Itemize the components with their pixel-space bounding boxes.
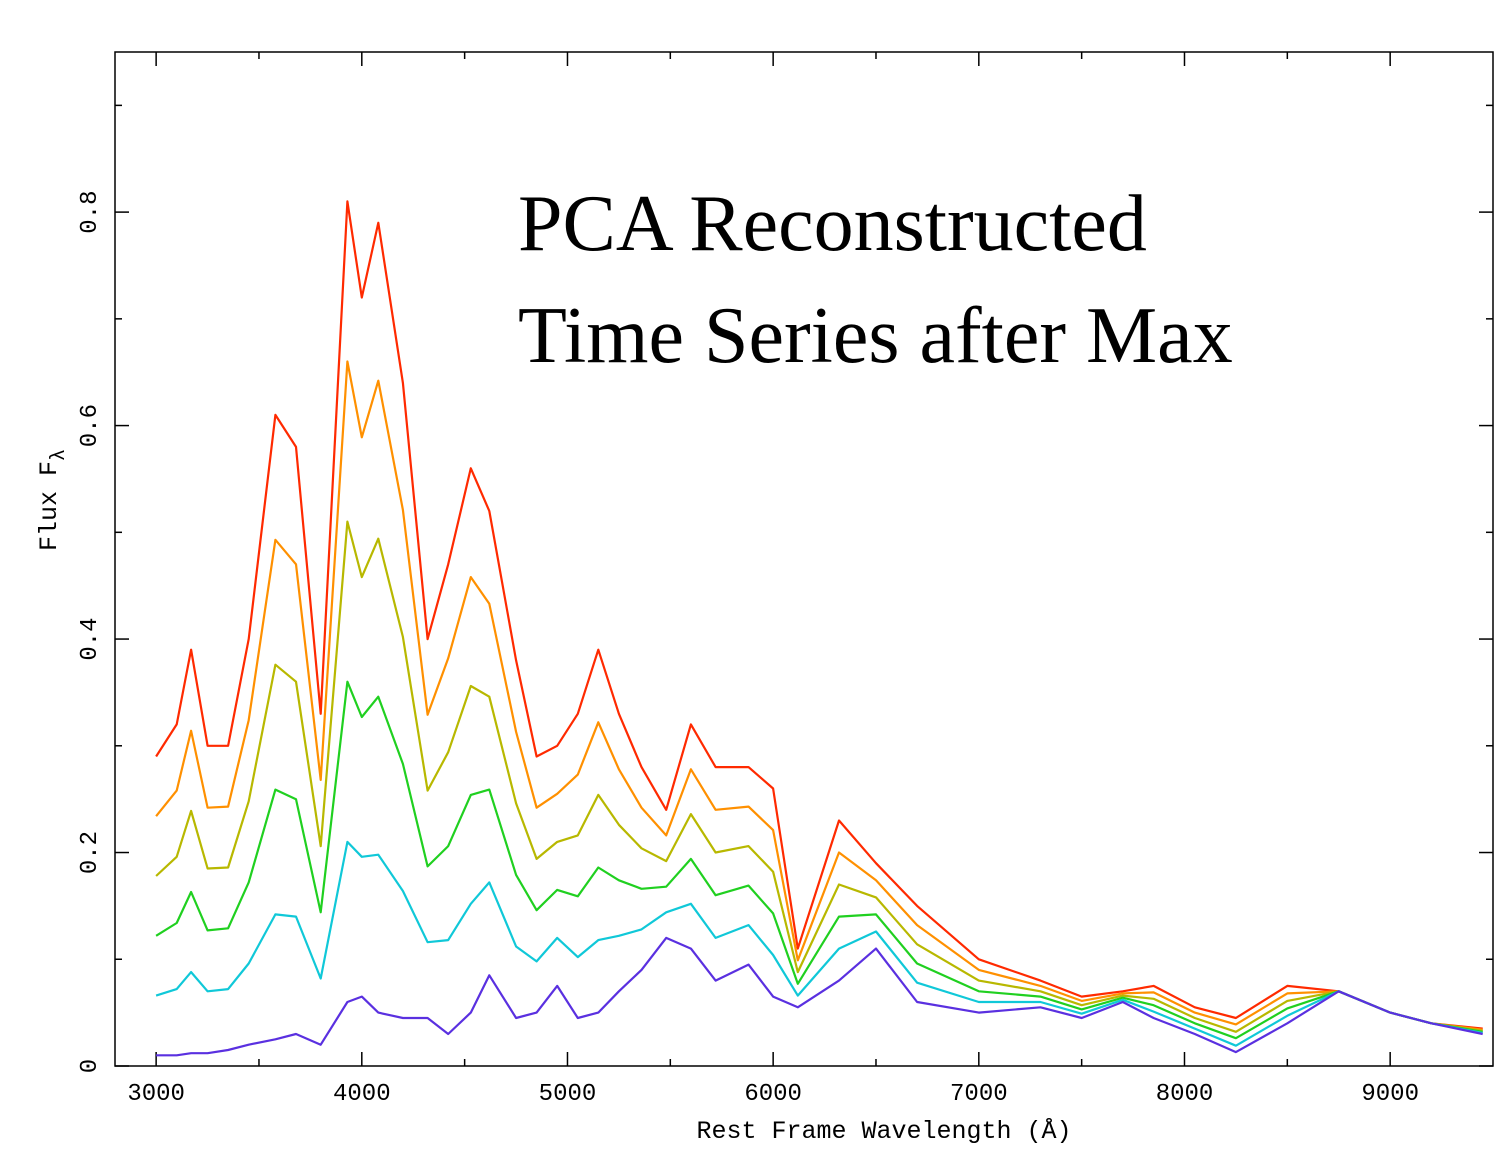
annotation: Time Series after Max — [518, 292, 1233, 380]
series-line — [155, 840, 1483, 1047]
x-tick-label: 6000 — [744, 1081, 802, 1108]
series-line — [156, 936, 1483, 1057]
x-tick-label: 3000 — [127, 1081, 185, 1108]
series-line — [155, 200, 1483, 1030]
x-tick-label: 8000 — [1156, 1081, 1214, 1108]
plot-frame — [114, 51, 1494, 1067]
y-axis-label-subscript: λ — [48, 449, 71, 461]
y-tick-label: 0.8 — [77, 190, 104, 233]
y-axis-label: Flux Fλ — [35, 449, 71, 551]
x-axis-label: Rest Frame Wavelength (Å) — [696, 1116, 1071, 1146]
x-tick-label: 4000 — [333, 1081, 391, 1108]
x-tick-label: 5000 — [539, 1081, 597, 1108]
y-tick-label: 0.6 — [77, 404, 104, 447]
x-tick-label: 9000 — [1361, 1081, 1419, 1108]
y-tick-label: 0.4 — [77, 617, 104, 660]
series-line — [155, 680, 1483, 1040]
y-tick-label: 0 — [77, 1059, 104, 1073]
series-line — [155, 360, 1483, 1031]
y-axis-label-main: Flux F — [35, 461, 64, 551]
annotation: PCA Reconstructed — [518, 180, 1147, 268]
series-line — [155, 520, 1483, 1033]
x-tick-label: 7000 — [950, 1081, 1008, 1108]
y-tick-label: 0.2 — [77, 831, 104, 874]
